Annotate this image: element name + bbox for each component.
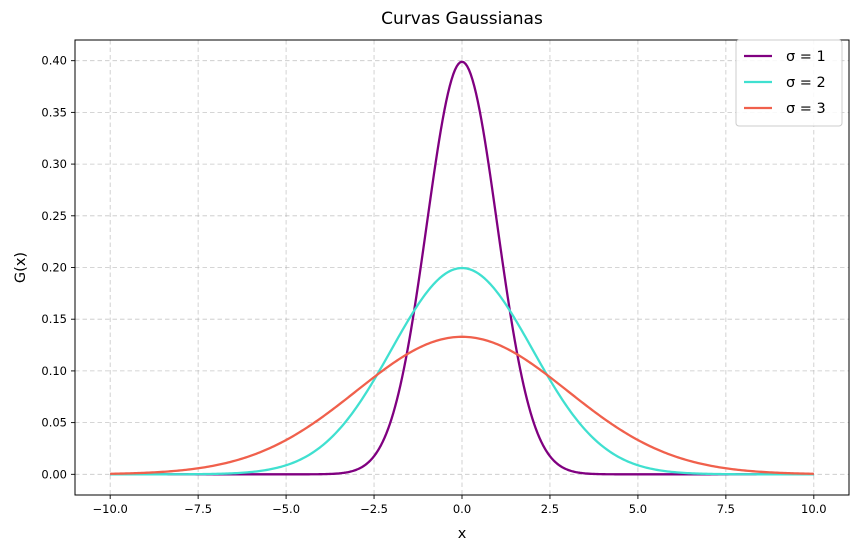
y-tick-label: 0.15 [41,312,67,326]
x-axis-label: x [458,526,467,542]
legend-label: σ = 3 [786,101,826,117]
x-tick-label: 0.0 [453,502,471,516]
y-tick-label: 0.00 [41,467,67,481]
x-tick-label: 5.0 [629,502,647,516]
y-tick-label: 0.25 [41,209,67,223]
legend-label: σ = 1 [786,49,826,65]
chart-title: Curvas Gaussianas [381,9,543,29]
legend-label: σ = 2 [786,75,826,91]
y-tick-label: 0.30 [41,157,67,171]
y-axis-label: G(x) [13,252,29,283]
x-tick-label: −5.0 [272,502,300,516]
y-tick-label: 0.10 [41,364,67,378]
x-axis-ticks: −10.0 −7.5 −5.0 −2.5 0.0 2.5 5.0 7.5 10.0 [93,495,827,516]
series-line-sigma-2 [110,266,814,476]
x-tick-label: 2.5 [541,502,559,516]
x-tick-label: −10.0 [93,502,128,516]
y-tick-label: 0.05 [41,416,67,430]
x-tick-label: −2.5 [360,502,388,516]
legend-box [735,39,843,127]
x-tick-label: −7.5 [184,502,212,516]
y-tick-label: 0.35 [41,105,67,119]
x-tick-label: 10.0 [801,502,827,516]
legend: σ = 1 σ = 2 σ = 3 [735,39,843,127]
y-axis-ticks: 0.00 0.05 0.10 0.15 0.20 0.25 0.30 0.35 0.40 [41,54,75,481]
series-lines [110,60,814,476]
y-tick-label: 0.40 [41,54,67,68]
series-line-sigma-3 [110,335,814,475]
y-tick-label: 0.20 [41,261,67,275]
x-tick-label: 7.5 [717,502,735,516]
